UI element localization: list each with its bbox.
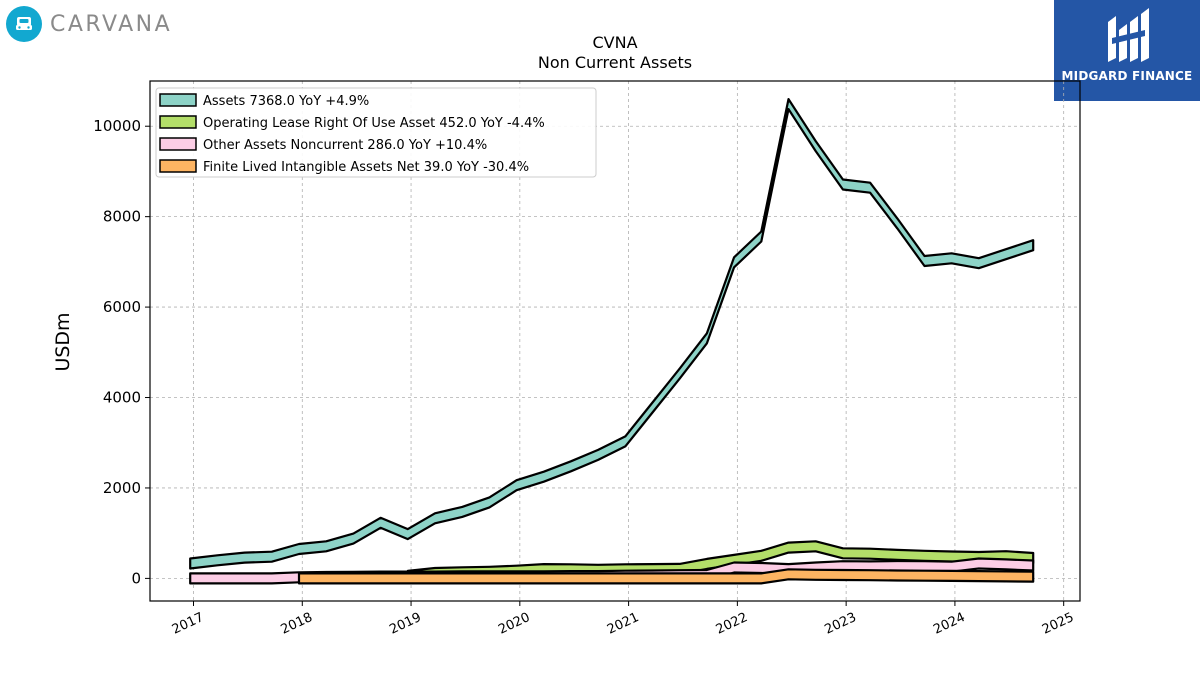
sponsor-name: MIDGARD FINANCE (1061, 69, 1193, 83)
x-tick-label: 2024 (931, 610, 967, 638)
y-tick-label: 6000 (103, 298, 141, 316)
y-axis: 0 2000 4000 6000 8000 10000 (93, 117, 150, 587)
car-icon (6, 6, 42, 42)
legend-swatch (159, 115, 197, 129)
x-axis: 2017 2018 2019 2020 2021 2022 2023 2024 2025 (170, 601, 1076, 638)
brand-name: CARVANA (50, 11, 173, 37)
y-axis-label: USDm (52, 312, 74, 371)
x-tick-label: 2017 (170, 610, 206, 638)
legend-label: Finite Lived Intangible Assets Net 39.0 … (203, 160, 529, 175)
y-tick-label: 8000 (103, 208, 141, 226)
legend-label: Assets 7368.0 YoY +4.9% (203, 94, 369, 109)
y-tick-label: 0 (131, 569, 141, 587)
y-tick-label: 10000 (93, 117, 141, 135)
series-layer (189, 98, 1035, 585)
legend-swatch (159, 93, 197, 107)
legend-label: Other Assets Noncurrent 286.0 YoY +10.4% (203, 138, 487, 153)
y-tick-label: 2000 (103, 479, 141, 497)
brand-logo: CARVANA (6, 5, 172, 43)
legend-box (155, 87, 597, 178)
x-tick-label: 2019 (387, 610, 423, 638)
plot-frame (149, 80, 1081, 602)
legend: Assets 7368.0 YoY +4.9% Operating Lease R… (155, 87, 597, 178)
chart-title: CVNA (592, 33, 637, 52)
sponsor-logo: MIDGARD FINANCE (1054, 0, 1200, 101)
legend-swatch (159, 159, 197, 173)
chart-subtitle: Non Current Assets (538, 53, 692, 72)
y-tick-label: 4000 (103, 389, 141, 407)
x-tick-label: 2022 (714, 610, 750, 638)
series-band-0 (189, 98, 1035, 570)
x-tick-label: 2018 (279, 610, 315, 638)
midgard-logo-icon (1108, 8, 1149, 62)
x-tick-label: 2021 (605, 610, 641, 638)
legend-swatch (159, 137, 197, 151)
x-tick-label: 2020 (496, 610, 532, 638)
x-tick-label: 2025 (1040, 610, 1076, 638)
legend-label: Operating Lease Right Of Use Asset 452.0… (203, 116, 545, 131)
x-tick-label: 2023 (822, 610, 858, 638)
series-band-3 (297, 568, 1035, 585)
